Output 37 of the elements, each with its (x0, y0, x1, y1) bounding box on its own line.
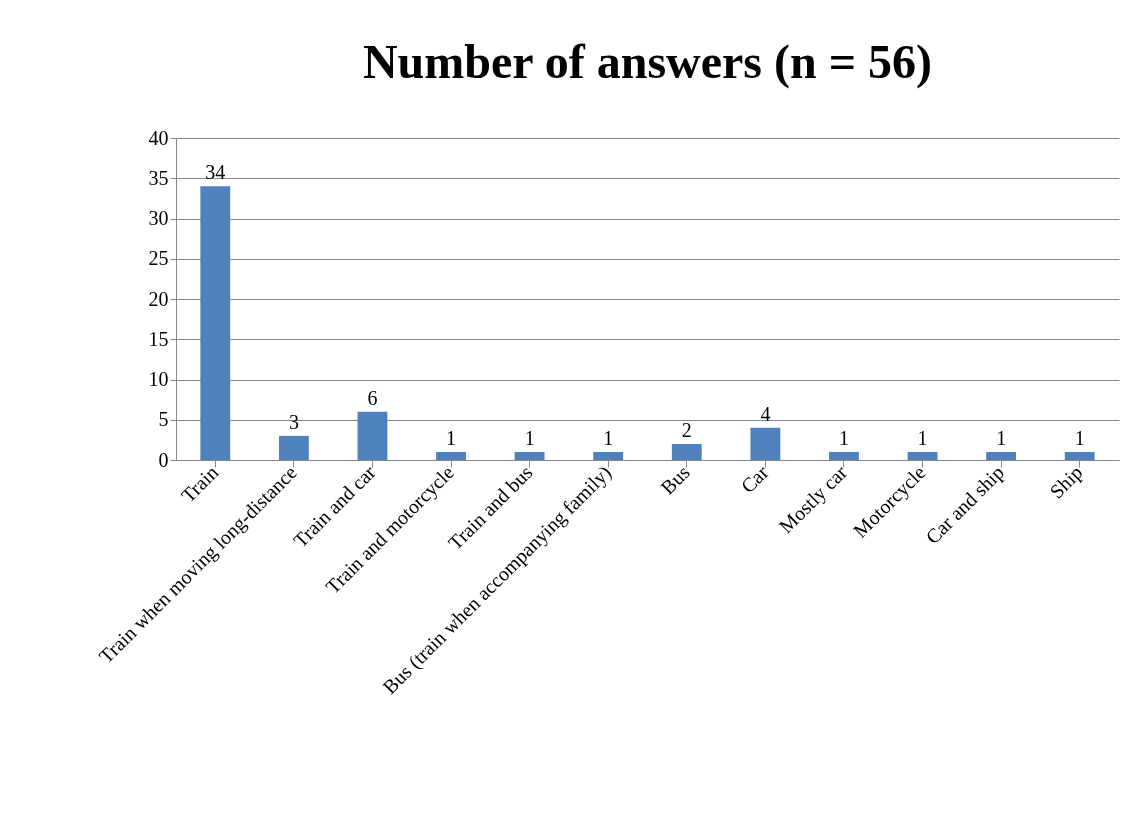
chart-title: Number of answers (n = 56) (362, 35, 933, 89)
y-tick-label: 10 (148, 368, 169, 390)
x-tick-label: Bus (656, 460, 695, 499)
bar (907, 451, 938, 460)
bar (829, 451, 859, 460)
y-tick-label: 5 (158, 408, 169, 431)
data-label: 1 (917, 426, 928, 449)
bar (278, 435, 309, 460)
bar (1064, 451, 1095, 460)
data-label: 3 (288, 410, 299, 433)
bar (671, 443, 702, 460)
data-label: 1 (603, 426, 614, 449)
data-label: 1 (996, 426, 1007, 449)
y-tick-label: 15 (148, 327, 169, 350)
data-label: 1 (524, 426, 535, 449)
y-tick-label: 25 (148, 247, 169, 270)
data-label: 4 (760, 402, 771, 425)
bar (357, 411, 388, 460)
data-label: 34 (205, 161, 226, 184)
y-tick-label: 20 (148, 287, 169, 310)
bar (514, 451, 545, 460)
y-tick-label: 30 (148, 207, 169, 229)
x-tick-label: Ship (1045, 461, 1088, 504)
bar (200, 186, 231, 460)
bar (436, 451, 466, 460)
y-tick-label: 35 (148, 166, 169, 189)
y-tick-label: 0 (158, 448, 169, 471)
data-label: 1 (446, 426, 457, 449)
data-label: 2 (681, 418, 692, 441)
x-tick-label: Car (736, 460, 773, 497)
bar (986, 451, 1017, 460)
y-tick-label: 40 (148, 126, 169, 149)
bar (593, 451, 624, 460)
bar (750, 427, 781, 460)
data-label: 1 (1074, 426, 1085, 449)
data-label: 1 (838, 426, 849, 449)
data-label: 6 (367, 386, 378, 409)
